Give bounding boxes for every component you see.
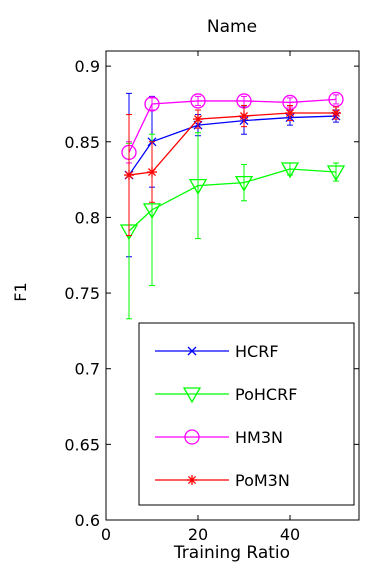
legend-marker [187,475,197,485]
chart-title: Name [207,17,257,37]
y-tick-label: 0.9 [75,57,100,76]
marker-stroke [187,346,197,356]
legend-item-hm3n: HM3N [155,428,283,447]
data-point [331,108,341,119]
data-point [142,203,162,220]
legend-item-pom3n: PoM3N [155,471,290,490]
y-ticks: 0.6 0.65 0.7 0.75 0.8 0.85 0.9 [64,57,359,530]
data-point [326,165,346,182]
legend-item-pohcrf: PoHCRF [155,385,297,404]
data-point [328,91,344,108]
marker-stroke [125,171,133,180]
y-axis-label: F1 [11,282,30,301]
data-point [280,162,300,179]
legend-marker [182,387,202,404]
y-tick-label: 0.8 [75,208,100,227]
data-point [234,175,254,192]
y-tick-label: 0.65 [64,435,100,454]
y-tick-label: 0.75 [64,284,100,303]
series-line [128,168,337,232]
legend-label: PoHCRF [235,385,297,404]
data-point [190,93,206,109]
y-tick-label: 0.6 [75,511,100,530]
series-line [128,115,337,176]
legend-label: PoM3N [235,471,290,490]
legend-label: HM3N [235,428,283,447]
data-point [124,170,134,181]
legend-box [138,322,355,506]
marker-stroke [188,476,196,484]
series-hm3n [121,91,344,164]
x-tick-label: 40 [280,525,300,544]
legend-item-hcrf: HCRF [155,342,279,361]
series-pom3n [124,104,341,237]
data-point [147,167,157,178]
x-ticks: 0 20 40 [101,51,300,544]
data-point [285,108,295,119]
data-point [239,111,249,122]
x-tick-label: 20 [188,525,208,544]
legend-marker [187,346,197,356]
legend: HCRF PoHCRF HM3N PoM3N [138,322,355,506]
marker-stroke [194,115,202,124]
marker-stroke [286,109,294,118]
marker-stroke [240,112,248,121]
legend-label: HCRF [235,342,279,361]
x-tick-label: 0 [101,525,111,544]
data-point [188,178,208,195]
series-line [128,98,337,153]
x-axis-label: Training Ratio [173,543,290,563]
y-tick-label: 0.85 [64,133,100,152]
series-layer [119,91,346,320]
data-point [144,96,160,112]
marker-stroke [148,168,156,177]
legend-marker [184,429,200,445]
data-point [193,114,203,125]
marker-stroke [332,109,340,118]
y-tick-label: 0.7 [75,360,100,379]
